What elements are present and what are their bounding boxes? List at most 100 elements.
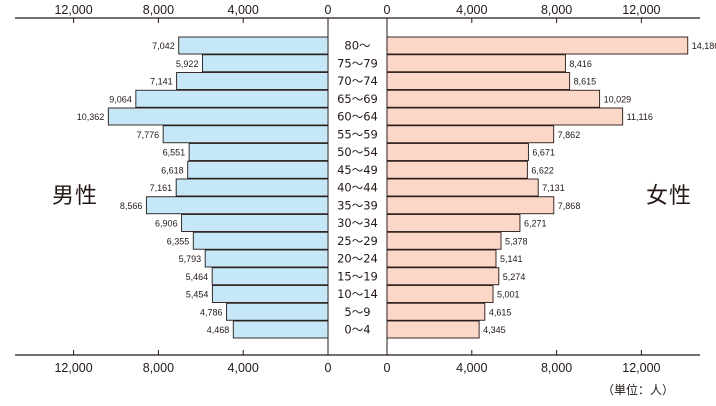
- x-tick-label-top-female: 4,000: [456, 3, 487, 17]
- male-value-label: 6,355: [167, 236, 190, 246]
- female-bar: [386, 178, 539, 197]
- female-bar: [386, 107, 624, 126]
- female-bar: [386, 160, 528, 179]
- female-bar: [386, 320, 480, 339]
- male-value-label: 7,776: [137, 130, 160, 140]
- age-group-label: 20～24: [337, 252, 378, 266]
- male-bar: [204, 249, 329, 268]
- male-value-label: 4,468: [207, 325, 230, 335]
- female-value-label: 5,378: [505, 236, 528, 246]
- female-value-label: 8,615: [574, 77, 597, 87]
- female-value-label: 4,345: [483, 325, 506, 335]
- female-bar: [386, 143, 529, 161]
- female-bar: [386, 54, 566, 73]
- male-bar: [162, 125, 329, 144]
- age-group-label: 15～19: [337, 269, 378, 283]
- x-tick-label-bottom-male: 0: [325, 361, 332, 375]
- age-group-label: 70～74: [337, 74, 378, 88]
- male-value-label: 4,786: [200, 307, 223, 317]
- male-value-label: 7,042: [152, 41, 175, 51]
- male-bar: [211, 267, 329, 286]
- age-group-label: 5～9: [344, 305, 370, 319]
- age-group-label: 10～14: [337, 287, 378, 301]
- male-bar: [188, 143, 329, 161]
- male-bar: [135, 89, 329, 108]
- female-value-label: 10,029: [604, 94, 632, 104]
- female-bar: [386, 125, 555, 144]
- x-tick-label-top-male: 4,000: [228, 3, 259, 17]
- x-tick-label-bottom-male: 4,000: [228, 361, 259, 375]
- female-bar: [386, 36, 689, 55]
- age-group-label: 45～49: [337, 163, 378, 177]
- female-bar: [386, 267, 500, 286]
- female-bar: [386, 231, 502, 250]
- age-group-label: 80～: [344, 39, 371, 53]
- male-bar: [181, 214, 329, 232]
- male-bar: [226, 302, 329, 321]
- female-value-label: 7,862: [558, 130, 581, 140]
- x-tick-label-top-male: 0: [325, 3, 332, 17]
- female-value-label: 5,141: [500, 254, 523, 264]
- x-tick-label-bottom-female: 8,000: [541, 361, 572, 375]
- male-value-label: 8,566: [120, 201, 143, 211]
- x-tick-label-bottom-female: 12,000: [622, 361, 660, 375]
- male-value-label: 5,454: [186, 290, 209, 300]
- male-value-label: 7,161: [150, 183, 173, 193]
- male-value-label: 5,464: [186, 272, 209, 282]
- male-value-label: 10,362: [77, 112, 105, 122]
- age-group-label: 55～59: [337, 127, 378, 141]
- male-bar: [192, 231, 329, 250]
- male-bar: [202, 54, 329, 73]
- age-group-label: 65～69: [337, 92, 378, 106]
- male-value-label: 5,922: [176, 59, 199, 69]
- x-tick-label-bottom-male: 8,000: [143, 361, 174, 375]
- male-bar: [176, 72, 329, 90]
- male-value-label: 7,141: [150, 77, 173, 87]
- x-tick-label-top-female: 8,000: [541, 3, 572, 17]
- x-tick-label-top-female: 0: [384, 3, 391, 17]
- female-value-label: 6,271: [524, 219, 547, 229]
- female-value-label: 6,622: [531, 165, 554, 175]
- female-bar: [386, 249, 497, 268]
- female-value-label: 5,001: [497, 290, 520, 300]
- female-value-label: 11,116: [627, 112, 653, 122]
- female-label: 女性: [646, 184, 693, 209]
- age-group-label: 35～39: [337, 198, 378, 212]
- female-value-label: 7,131: [542, 183, 565, 193]
- male-value-label: 6,551: [163, 148, 186, 158]
- female-bar: [386, 302, 486, 321]
- male-value-label: 6,906: [155, 219, 178, 229]
- age-group-label: 50～54: [337, 145, 378, 159]
- x-tick-label-bottom-female: 4,000: [456, 361, 487, 375]
- female-bar: [386, 72, 571, 90]
- female-value-label: 5,274: [503, 272, 526, 282]
- female-value-label: 8,416: [569, 59, 592, 69]
- unit-note: （単位：人）: [602, 383, 675, 397]
- female-value-label: 4,615: [489, 307, 512, 317]
- x-tick-label-top-male: 8,000: [143, 3, 174, 17]
- age-group-label: 40～44: [337, 181, 378, 195]
- male-bar: [211, 285, 329, 303]
- male-bar: [107, 107, 329, 126]
- male-bar: [232, 320, 329, 339]
- male-value-label: 5,793: [179, 254, 202, 264]
- female-value-label: 7,868: [558, 201, 581, 211]
- female-value-label: 14,186: [692, 41, 716, 51]
- female-bar: [386, 89, 601, 108]
- male-bar: [175, 178, 329, 197]
- male-bar: [187, 160, 329, 179]
- female-bar: [386, 214, 521, 232]
- x-tick-label-top-male: 12,000: [54, 3, 92, 17]
- male-value-label: 9,064: [109, 94, 132, 104]
- male-value-label: 6,618: [161, 165, 184, 175]
- female-value-label: 6,671: [532, 148, 555, 158]
- age-group-label: 25～29: [337, 234, 378, 248]
- age-group-label: 60～64: [337, 110, 378, 124]
- male-bar: [145, 196, 329, 215]
- female-bar: [386, 196, 555, 215]
- male-label: 男性: [52, 184, 99, 209]
- x-tick-label-bottom-male: 12,000: [54, 361, 92, 375]
- male-bar: [178, 36, 329, 55]
